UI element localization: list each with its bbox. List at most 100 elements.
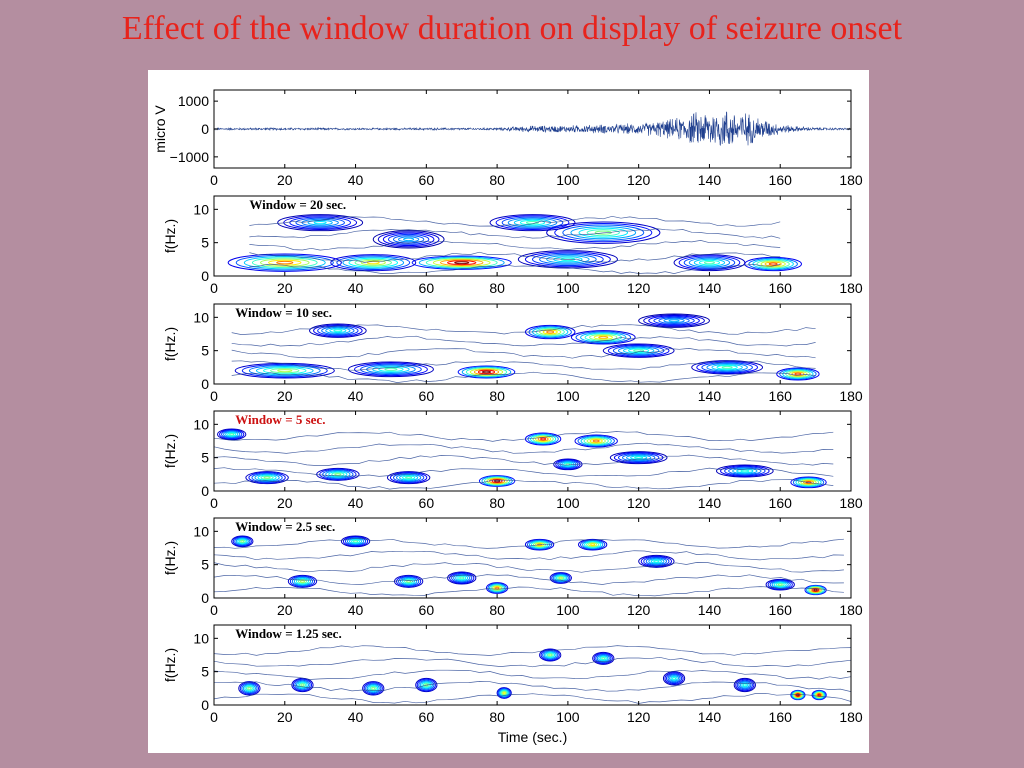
contour-blob-1 [478, 475, 516, 487]
contour-blob-3 [574, 434, 618, 448]
x-tick-label: 60 [419, 602, 435, 618]
x-tick-label: 100 [556, 709, 580, 725]
x-axis-label: Time (sec.) [498, 729, 567, 745]
x-tick-label: 120 [627, 280, 651, 296]
y-tick-label: −1000 [170, 149, 210, 165]
x-tick-label: 0 [210, 280, 218, 296]
x-tick-label: 40 [348, 388, 364, 404]
contour-blob-9 [447, 571, 477, 585]
contour-blob-2 [485, 582, 509, 594]
y-axis-label: f(Hz.) [162, 541, 178, 575]
window-label: Window = 10 sec. [235, 305, 332, 320]
contour-blob-9 [592, 651, 615, 665]
y-tick-label: 10 [193, 523, 209, 539]
x-tick-label: 40 [348, 709, 364, 725]
y-tick-label: 5 [201, 343, 209, 359]
y-tick-label: 10 [193, 201, 209, 217]
x-tick-label: 120 [627, 388, 651, 404]
contour-blob-4 [238, 681, 261, 696]
x-tick-label: 180 [839, 709, 863, 725]
panel-3: Window = 10 sec.0 20 40 60 80 100 120 140 160 180… [162, 303, 863, 404]
panel-5: Window = 2.5 sec.0 20 40 60 80 100 120 140 160 18… [162, 517, 863, 618]
panel-1: 0 20 40 60 80 100 120 140 160 18010000−1000micro … [152, 89, 863, 188]
y-tick-label: 0 [201, 483, 209, 499]
x-tick-label: 120 [627, 602, 651, 618]
axes-box [213, 517, 852, 599]
contour-blob-5 [217, 428, 247, 441]
x-tick-label: 180 [839, 602, 863, 618]
contour-blob-10 [662, 671, 686, 686]
x-tick-label: 160 [769, 280, 793, 296]
y-axis-label: f(Hz.) [162, 327, 178, 361]
contour-blob-3 [330, 254, 417, 272]
x-tick-label: 60 [419, 709, 435, 725]
contour-bands [231, 324, 816, 383]
y-tick-label: 10 [193, 309, 209, 325]
x-tick-label: 0 [210, 495, 218, 511]
x-tick-label: 120 [627, 172, 651, 188]
y-tick-label: 5 [201, 664, 209, 680]
contour-blob-6 [546, 221, 661, 244]
x-tick-label: 60 [419, 280, 435, 296]
contour-blob-3 [496, 687, 512, 699]
contour-blob-8 [539, 648, 562, 662]
contour-blob-1 [804, 584, 827, 596]
x-tick-label: 100 [556, 388, 580, 404]
x-tick-label: 180 [839, 388, 863, 404]
x-tick-label: 180 [839, 172, 863, 188]
x-tick-label: 80 [489, 172, 505, 188]
x-tick-label: 0 [210, 388, 218, 404]
contour-blob-10 [609, 451, 668, 465]
x-tick-label: 140 [698, 495, 722, 511]
panel-2: Window = 20 sec.0 20 40 60 80 100 120 140 160 180… [162, 195, 863, 296]
contour-blob-8 [386, 471, 431, 485]
x-tick-label: 20 [277, 388, 293, 404]
x-tick-label: 160 [769, 602, 793, 618]
contour-blob-7 [340, 535, 371, 548]
y-axis-label: f(Hz.) [162, 219, 178, 253]
y-tick-label: 5 [201, 450, 209, 466]
axes-box [213, 195, 852, 277]
axes-box [213, 410, 852, 492]
contour-blob-9 [691, 360, 764, 375]
x-tick-label: 160 [769, 172, 793, 188]
y-tick-label: 0 [201, 376, 209, 392]
contour-blob-5 [673, 254, 746, 272]
x-tick-label: 180 [839, 495, 863, 511]
x-tick-label: 20 [277, 602, 293, 618]
plot-content [227, 214, 802, 274]
contour-blob-11 [716, 464, 774, 478]
plot-content [214, 645, 851, 704]
window-label: Window = 1.25 sec. [235, 626, 341, 641]
y-tick-label: 0 [201, 268, 209, 284]
x-tick-label: 80 [489, 602, 505, 618]
chart-figure: 0 20 40 60 80 100 120 140 160 18010000−1000micro … [152, 89, 863, 745]
window-label: Window = 20 sec. [249, 197, 346, 212]
x-tick-label: 20 [277, 495, 293, 511]
contour-blob-3 [570, 330, 636, 345]
slide-title: Effect of the window duration on display… [121, 10, 903, 47]
plot-content [214, 535, 844, 597]
x-tick-label: 160 [769, 388, 793, 404]
contour-bands [214, 537, 844, 597]
x-tick-label: 100 [556, 172, 580, 188]
x-tick-label: 100 [556, 602, 580, 618]
x-tick-label: 120 [627, 709, 651, 725]
x-tick-label: 160 [769, 495, 793, 511]
contour-blob-1 [411, 255, 512, 270]
y-axis-label: micro V [152, 105, 168, 153]
contour-bands [214, 645, 851, 704]
x-tick-label: 140 [698, 280, 722, 296]
x-tick-label: 140 [698, 709, 722, 725]
plot-content [214, 111, 851, 146]
contour-blob-1 [790, 689, 806, 701]
figure-panel: 0 20 40 60 80 100 120 140 160 180 1000 0 −1000 micro … [148, 70, 869, 753]
contour-blob-8 [393, 574, 424, 588]
y-axis-label: f(Hz.) [162, 434, 178, 468]
y-tick-label: 5 [201, 235, 209, 251]
y-tick-label: 1000 [178, 93, 209, 109]
axes-box [213, 624, 852, 706]
x-tick-label: 20 [277, 709, 293, 725]
x-tick-label: 40 [348, 495, 364, 511]
contour-blob-11 [733, 677, 756, 693]
